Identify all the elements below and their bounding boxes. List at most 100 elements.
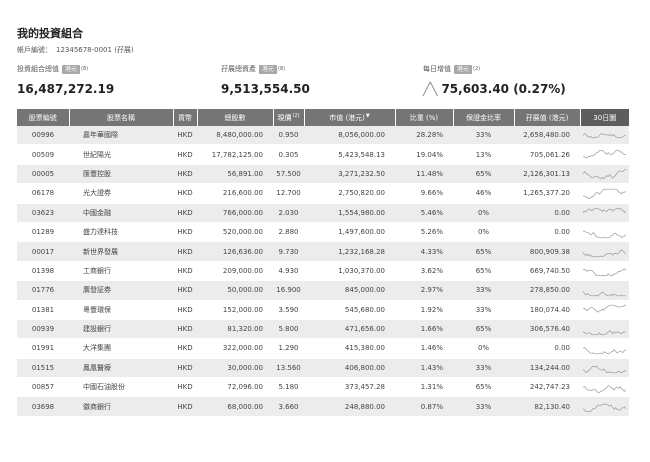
- stock-name-cell[interactable]: 粵豐環保: [69, 300, 173, 320]
- table-row[interactable]: 00857 中國石油股份 HKD 72,096.00 5.180 373,457.28 1.…: [17, 377, 629, 398]
- margin-ratio-cell: 0%: [453, 338, 514, 359]
- table-row[interactable]: 01515 鳳凰醫療 HKD 30,000.00 13.560 406,800.00 1.4…: [17, 358, 629, 379]
- weight-cell: 1.43%: [395, 358, 453, 379]
- price-cell: 9.730: [273, 241, 304, 262]
- column-header-total-shares[interactable]: 總股數: [197, 109, 274, 126]
- margin-value-cell: 2,126,301.13: [514, 164, 580, 185]
- table-row[interactable]: 00939 建設銀行 HKD 81,320.00 5.800 471,656.00 1.66…: [17, 319, 629, 340]
- stock-name-cell[interactable]: 大洋集團: [69, 338, 173, 359]
- currency-cell: HKD: [173, 144, 197, 165]
- weight-cell: 5.26%: [395, 222, 453, 243]
- stock-name-cell[interactable]: 工商銀行: [69, 261, 173, 282]
- sparkline-chart: [583, 188, 626, 200]
- column-header-stock-name[interactable]: 股票名稱: [69, 109, 174, 126]
- weight-cell: 1.66%: [395, 319, 453, 340]
- market-value-cell: 8,056,000.00: [304, 126, 395, 146]
- stock-name-cell[interactable]: 建設銀行: [69, 319, 173, 340]
- column-header-margin-ratio[interactable]: 保證金比率: [453, 109, 515, 126]
- sparkline-30d[interactable]: [580, 280, 629, 301]
- daily-gain-value: ╱╲ 75,603.40 (0.27%): [423, 82, 566, 96]
- currency-badge: 港元: [62, 64, 81, 74]
- stock-name-cell[interactable]: 世紀陽光: [69, 144, 173, 165]
- stock-name-cell[interactable]: 嘉年華國際: [69, 126, 173, 146]
- table-row[interactable]: 00509 世紀陽光 HKD 17,782,125.00 0.305 5,423,548.…: [17, 144, 629, 165]
- sparkline-30d[interactable]: [580, 300, 629, 320]
- market-value-cell: 3,271,232.50: [304, 164, 395, 185]
- margin-value-cell: 2,658,480.00: [514, 126, 580, 146]
- table-row[interactable]: 03698 徽商銀行 HKD 68,000.00 3.660 248,880.00 0.87…: [17, 396, 629, 417]
- sparkline-30d[interactable]: [580, 396, 629, 417]
- price-cell: 1.290: [273, 338, 304, 359]
- stock-name-cell[interactable]: 匯豐控股: [69, 164, 173, 185]
- table-row[interactable]: 01398 工商銀行 HKD 209,000.00 4.930 1,030,370.00 3…: [17, 261, 629, 282]
- sparkline-30d[interactable]: [580, 377, 629, 398]
- stock-name-cell[interactable]: 盛力達科技: [69, 222, 173, 243]
- sparkline-30d[interactable]: [580, 164, 629, 185]
- weight-cell: 9.66%: [395, 183, 453, 204]
- sparkline-30d[interactable]: [580, 144, 629, 165]
- summary-value: 9,513,554.50: [221, 82, 310, 96]
- sparkline-30d[interactable]: [580, 358, 629, 379]
- weight-cell: 4.33%: [395, 241, 453, 262]
- stock-name-cell[interactable]: 中國金融: [69, 203, 173, 223]
- column-header-currency[interactable]: 貨幣: [173, 109, 198, 126]
- column-header-label: 現價: [277, 113, 292, 122]
- sparkline-30d[interactable]: [580, 261, 629, 282]
- stock-code-cell: 00017: [17, 241, 69, 262]
- sparkline-30d[interactable]: [580, 203, 629, 223]
- sparkline-30d[interactable]: [580, 338, 629, 359]
- stock-code-cell: 01991: [17, 338, 69, 359]
- column-header-margin-value[interactable]: 孖展值 (港元): [514, 109, 581, 126]
- table-row[interactable]: 01381 粵豐環保 HKD 152,000.00 3.590 545,680.00 1.9…: [17, 300, 629, 320]
- column-header-market-value[interactable]: 市值 (港元)▼: [304, 109, 396, 126]
- stock-name-cell[interactable]: 新世界發展: [69, 241, 173, 262]
- table-row[interactable]: 06178 光大證券 HKD 216,600.00 12.700 2,750,820.00…: [17, 183, 629, 204]
- total-shares-cell: 68,000.00: [197, 396, 273, 417]
- table-row[interactable]: 00017 新世界發展 HKD 126,636.00 9.730 1,232,168.28…: [17, 241, 629, 262]
- stock-code-cell: 01515: [17, 358, 69, 379]
- sparkline-30d[interactable]: [580, 222, 629, 243]
- market-value-cell: 5,423,548.13: [304, 144, 395, 165]
- footnote-marker: (2): [473, 66, 481, 72]
- stock-name-cell[interactable]: 中國石油股份: [69, 377, 173, 398]
- sparkline-chart: [583, 249, 626, 258]
- stock-name-cell[interactable]: 徽商銀行: [69, 396, 173, 417]
- column-header-weight[interactable]: 比重 (%): [395, 109, 454, 126]
- column-header-label: 股票編號: [28, 113, 57, 122]
- column-header-stock-code[interactable]: 股票編號: [17, 109, 70, 126]
- stock-code-cell: 01381: [17, 300, 69, 320]
- sparkline-chart: [583, 385, 626, 393]
- sparkline-30d[interactable]: [580, 241, 629, 262]
- market-value-cell: 545,680.00: [304, 300, 395, 320]
- column-header-current-price[interactable]: 現價(2): [273, 109, 305, 126]
- table-row[interactable]: 00005 匯豐控股 HKD 56,891.00 57.500 3,271,232.50 1…: [17, 164, 629, 185]
- stock-code-cell: 01289: [17, 222, 69, 243]
- sparkline-path: [583, 188, 626, 200]
- sparkline-chart: [583, 230, 626, 238]
- sparkline-30d[interactable]: [580, 319, 629, 340]
- sparkline-30d[interactable]: [580, 126, 629, 146]
- account-value: 12345678-0001 (孖展): [56, 46, 134, 54]
- total-shares-cell: 50,000.00: [197, 280, 273, 301]
- summary-label: 孖展總資產: [221, 65, 256, 73]
- market-value-cell: 1,030,370.00: [304, 261, 395, 282]
- total-shares-cell: 72,096.00: [197, 377, 273, 398]
- market-value-cell: 1,232,168.28: [304, 241, 395, 262]
- table-row[interactable]: 01991 大洋集團 HKD 322,000.00 1.290 415,380.00 1.4…: [17, 338, 629, 359]
- stock-name-cell[interactable]: 鳳凰醫療: [69, 358, 173, 379]
- table-row[interactable]: 01776 廣發証券 HKD 50,000.00 16.900 845,000.00 2.9…: [17, 280, 629, 301]
- sort-desc-icon: ▼: [365, 112, 370, 119]
- sparkline-chart: [583, 268, 626, 277]
- margin-value-cell: 0.00: [514, 203, 580, 223]
- table-row[interactable]: 01289 盛力達科技 HKD 520,000.00 2.880 1,497,600.00…: [17, 222, 629, 243]
- table-row[interactable]: 03623 中國金融 HKD 766,000.00 2.030 1,554,980.00 5…: [17, 203, 629, 223]
- summary-value: 16,487,272.19: [17, 82, 115, 96]
- sparkline-30d[interactable]: [580, 183, 629, 204]
- stock-name-cell[interactable]: 光大證券: [69, 183, 173, 204]
- stock-code-cell: 01776: [17, 280, 69, 301]
- table-row[interactable]: 00996 嘉年華國際 HKD 8,480,000.00 0.950 8,056,000.…: [17, 126, 629, 146]
- margin-value-cell: 82,130.40: [514, 396, 580, 417]
- column-header-chart-30d[interactable]: 30日圖: [580, 109, 629, 126]
- stock-name-cell[interactable]: 廣發証券: [69, 280, 173, 301]
- sparkline-chart: [583, 291, 626, 297]
